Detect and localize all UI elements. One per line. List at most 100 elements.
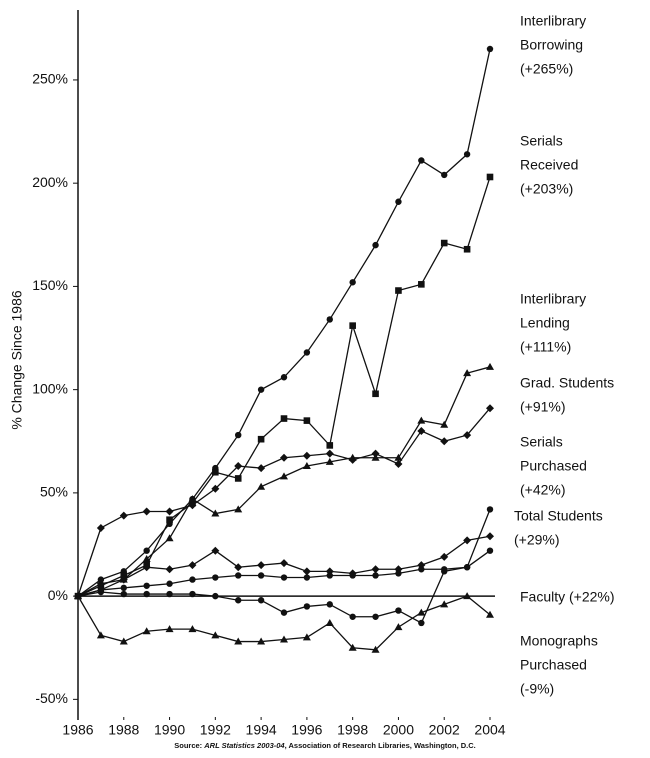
point	[234, 475, 242, 482]
point	[166, 580, 173, 587]
point	[417, 426, 426, 435]
point	[257, 597, 265, 604]
series-label: Serials	[520, 133, 563, 149]
point	[143, 582, 150, 589]
point	[395, 198, 402, 205]
source-text: Source:	[174, 741, 204, 750]
point	[303, 417, 311, 424]
point	[257, 464, 266, 473]
x-tick-label: 2002	[429, 722, 460, 738]
point	[441, 566, 448, 573]
point	[188, 561, 197, 570]
point	[395, 287, 402, 294]
series-label: Grad. Students	[520, 375, 614, 391]
point	[120, 584, 127, 592]
series-label: Total Students	[514, 508, 603, 524]
y-axis-label: % Change Since 1986	[9, 290, 25, 430]
point	[394, 623, 403, 631]
point	[440, 420, 449, 428]
point	[257, 561, 266, 570]
point	[96, 579, 105, 588]
point	[395, 570, 402, 577]
point	[142, 627, 151, 635]
x-tick-label: 2000	[383, 722, 414, 738]
point	[418, 566, 425, 573]
point	[97, 586, 105, 594]
series-label: Interlibrary	[520, 13, 586, 29]
point	[212, 574, 219, 581]
point	[325, 457, 334, 465]
point	[326, 442, 334, 449]
point	[280, 574, 288, 581]
source-text: , Association of Research Libraries, Was…	[285, 741, 476, 750]
point	[211, 546, 220, 555]
point	[303, 349, 311, 356]
point	[303, 574, 311, 581]
point	[119, 511, 128, 520]
point	[234, 505, 243, 513]
point	[463, 592, 472, 600]
point	[280, 453, 288, 462]
point	[212, 468, 219, 476]
point	[486, 404, 494, 413]
point	[143, 590, 150, 598]
point	[257, 482, 266, 490]
point	[486, 532, 494, 541]
point	[463, 151, 471, 158]
point	[372, 390, 379, 398]
point	[234, 637, 243, 645]
series-label: (+91%)	[520, 399, 566, 415]
point	[188, 501, 197, 510]
point	[418, 281, 425, 288]
point	[348, 643, 357, 651]
point	[280, 559, 288, 568]
point	[349, 572, 356, 579]
point	[325, 618, 334, 626]
point	[188, 495, 197, 503]
series-label: Received	[520, 157, 578, 173]
point	[188, 625, 197, 633]
y-tick-label: 250%	[32, 71, 68, 87]
point	[74, 592, 82, 600]
series-line	[77, 176, 491, 597]
point	[257, 435, 265, 443]
point	[486, 547, 494, 554]
point	[257, 637, 266, 645]
series-label: Monographs	[520, 633, 598, 649]
point	[142, 554, 151, 562]
point	[211, 484, 220, 493]
point	[189, 590, 196, 598]
y-tick-label: 200%	[32, 174, 68, 190]
point	[166, 516, 173, 524]
series-label: Purchased	[520, 458, 587, 474]
point	[235, 431, 242, 439]
x-tick-label: 1992	[200, 722, 231, 738]
series-label: (+42%)	[520, 482, 566, 498]
point	[142, 507, 151, 516]
point	[418, 157, 425, 164]
series-label: Interlibrary	[520, 291, 586, 307]
point	[486, 45, 494, 53]
point	[165, 507, 174, 516]
point	[119, 637, 128, 645]
series-label: (+111%)	[520, 339, 571, 355]
x-tick-label: 1994	[246, 722, 277, 738]
point	[372, 613, 379, 620]
point	[326, 601, 333, 608]
point	[212, 592, 219, 600]
point	[440, 552, 449, 561]
point	[142, 563, 151, 572]
point	[395, 607, 402, 614]
point	[441, 171, 448, 179]
series-line	[77, 48, 491, 597]
series-label: Faculty (+22%)	[520, 589, 615, 605]
point	[235, 597, 242, 604]
point	[394, 453, 403, 461]
series-label: (-9%)	[520, 681, 554, 697]
point	[166, 590, 173, 598]
point	[97, 576, 105, 583]
point	[257, 572, 265, 579]
point	[349, 279, 356, 286]
series-label: Purchased	[520, 657, 587, 673]
point	[326, 316, 333, 323]
